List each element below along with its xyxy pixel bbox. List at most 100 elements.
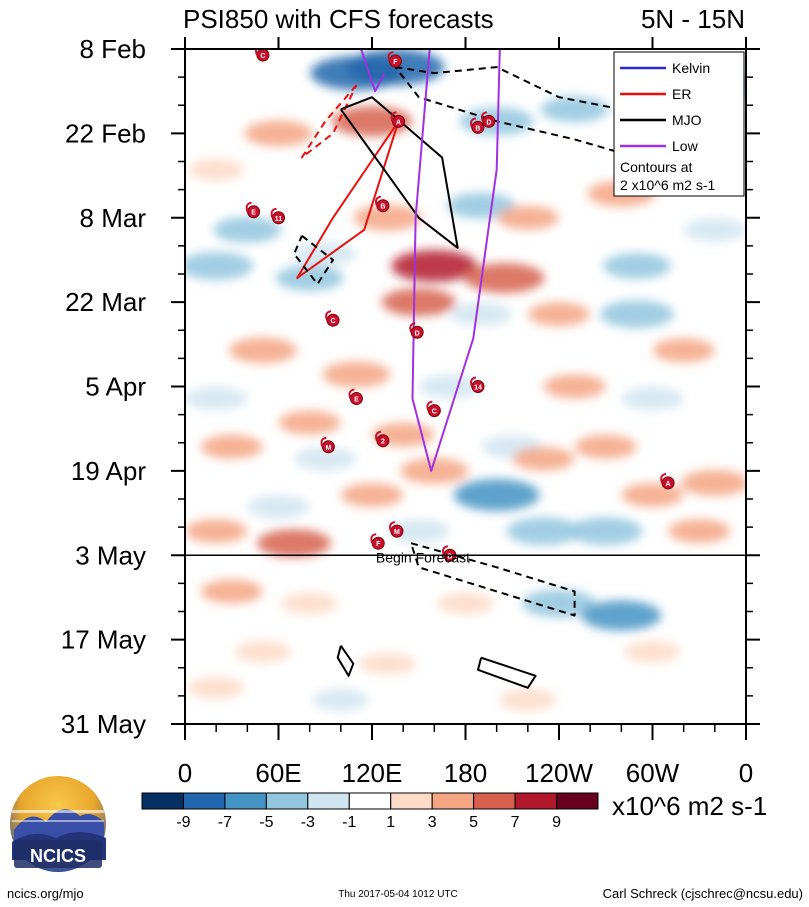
storm-marker-label: D — [415, 330, 420, 337]
footer-url: ncics.org/mjo — [7, 886, 84, 901]
colorbar-label: -7 — [218, 814, 232, 831]
storm-marker-label: E — [354, 397, 359, 404]
storm-marker-label: 11 — [275, 216, 283, 223]
colorbar-label: -9 — [176, 814, 190, 831]
anomaly-blob — [213, 216, 282, 243]
anomaly-blob — [359, 652, 416, 675]
storm-marker: D — [409, 322, 424, 339]
anomaly-blob — [188, 158, 245, 181]
anomaly-blob — [450, 302, 513, 327]
anomaly-blob — [185, 519, 248, 544]
storm-tail-icon — [389, 521, 396, 532]
anomaly-blob — [683, 217, 746, 242]
colorbar-label: 5 — [469, 814, 478, 831]
anomaly-blob — [281, 592, 338, 615]
y-axis: 8 Feb 22 Feb 8 Mar 22 Mar 5 Apr 19 Apr 3 May 17… — [61, 34, 760, 739]
colorbar-label: 3 — [428, 814, 437, 831]
storm-marker: C — [325, 310, 340, 327]
anomaly-blob — [621, 482, 684, 507]
contour-low — [411, 49, 501, 472]
storm-marker-label: F — [376, 541, 381, 548]
colorbar-swatch — [348, 792, 392, 810]
anomaly-blob — [496, 205, 559, 230]
legend: Kelvin ER MJO Low Contours at 2 x10^6 m2 s-… — [613, 51, 745, 197]
anomaly-blob — [464, 263, 545, 294]
anomaly-blob — [188, 676, 245, 699]
anomaly-blob — [200, 434, 263, 459]
storm-marker: A — [390, 111, 405, 128]
colorbar-swatch — [514, 792, 558, 810]
storm-tail-icon — [481, 111, 488, 122]
legend-note-line2: 2 x10^6 m2 s-1 — [620, 177, 715, 193]
colorbar-swatch — [265, 792, 309, 810]
storm-tail-icon — [387, 51, 394, 62]
storm-tail-icon — [325, 310, 332, 321]
chart-title: PSI850 with CFS forecasts — [183, 4, 494, 34]
legend-box — [613, 51, 745, 197]
legend-label: Kelvin — [672, 60, 710, 76]
storm-marker-label: D — [486, 119, 491, 126]
y-tick-label: 31 May — [61, 709, 146, 739]
contour-mjo — [477, 656, 537, 689]
storm-marker-label: D — [447, 553, 452, 560]
storm-marker-label: B — [380, 204, 385, 211]
anomaly-blob — [668, 519, 731, 544]
storm-marker-label: B — [475, 125, 480, 132]
storm-marker: 2 — [375, 430, 390, 448]
colorbar-label: -3 — [301, 814, 315, 831]
x-tick-label: 120E — [342, 758, 403, 788]
contour-mjo — [336, 645, 355, 677]
anomaly-blob — [602, 252, 671, 279]
storm-marker-label: C — [260, 53, 265, 60]
x-tick-label: 60W — [626, 758, 680, 788]
storm-tail-icon — [348, 388, 355, 399]
colorbar-swatch — [473, 792, 516, 810]
anomaly-blob — [599, 300, 674, 329]
storm-tail-icon — [660, 472, 667, 484]
y-tick-label: 8 Mar — [80, 203, 147, 233]
anomaly-blob — [581, 600, 662, 631]
forecast-label: Begin Forecast — [376, 549, 470, 565]
storm-marker: 14 — [470, 376, 485, 393]
anomaly-blob — [540, 96, 609, 123]
anomaly-blob — [522, 589, 596, 618]
colorbar-swatch — [431, 792, 475, 810]
anomaly-blob — [200, 579, 263, 604]
anomaly-blob — [185, 251, 254, 280]
x-axis: 0 60E 120E 180 120W 60W 0 — [178, 37, 753, 788]
anomaly-blob — [574, 434, 637, 459]
anomaly-blob — [387, 519, 450, 544]
y-tick-label: 22 Mar — [65, 287, 146, 317]
storm-marker-label: E — [251, 210, 256, 217]
storm-tail-icon — [255, 49, 258, 56]
anomaly-blob — [294, 446, 357, 471]
footer-author: Carl Schreck (cjschrec@ncsu.edu) — [603, 886, 803, 901]
storm-tail-icon — [375, 195, 382, 207]
anomaly-blob — [278, 410, 341, 435]
x-tick-label: 0 — [739, 758, 753, 788]
anomaly-blob — [453, 478, 540, 511]
contour-lines — [293, 49, 701, 689]
contour-mjo — [394, 66, 701, 159]
storm-marker-label: F — [393, 59, 398, 66]
contour-er — [296, 120, 400, 279]
storm-tail-icon — [409, 322, 416, 333]
y-tick-label: 8 Feb — [80, 34, 147, 64]
contour-er — [300, 84, 358, 159]
x-tick-label: 60E — [255, 758, 301, 788]
colorbar-swatch — [556, 792, 599, 810]
anomaly-blob — [543, 374, 606, 399]
storm-marker-label: C — [432, 409, 437, 416]
anomaly-blob — [228, 337, 297, 364]
anomaly-blob — [418, 374, 481, 399]
anomaly-blob — [652, 338, 715, 363]
colorbar-swatch — [224, 792, 267, 810]
storm-marker: E — [348, 388, 363, 406]
anomaly-blob — [381, 288, 456, 317]
x-tick-label: 120W — [525, 758, 593, 788]
legend-label: ER — [672, 86, 691, 102]
storm-marker: F — [387, 51, 402, 68]
colorbar-label: 9 — [552, 814, 561, 831]
